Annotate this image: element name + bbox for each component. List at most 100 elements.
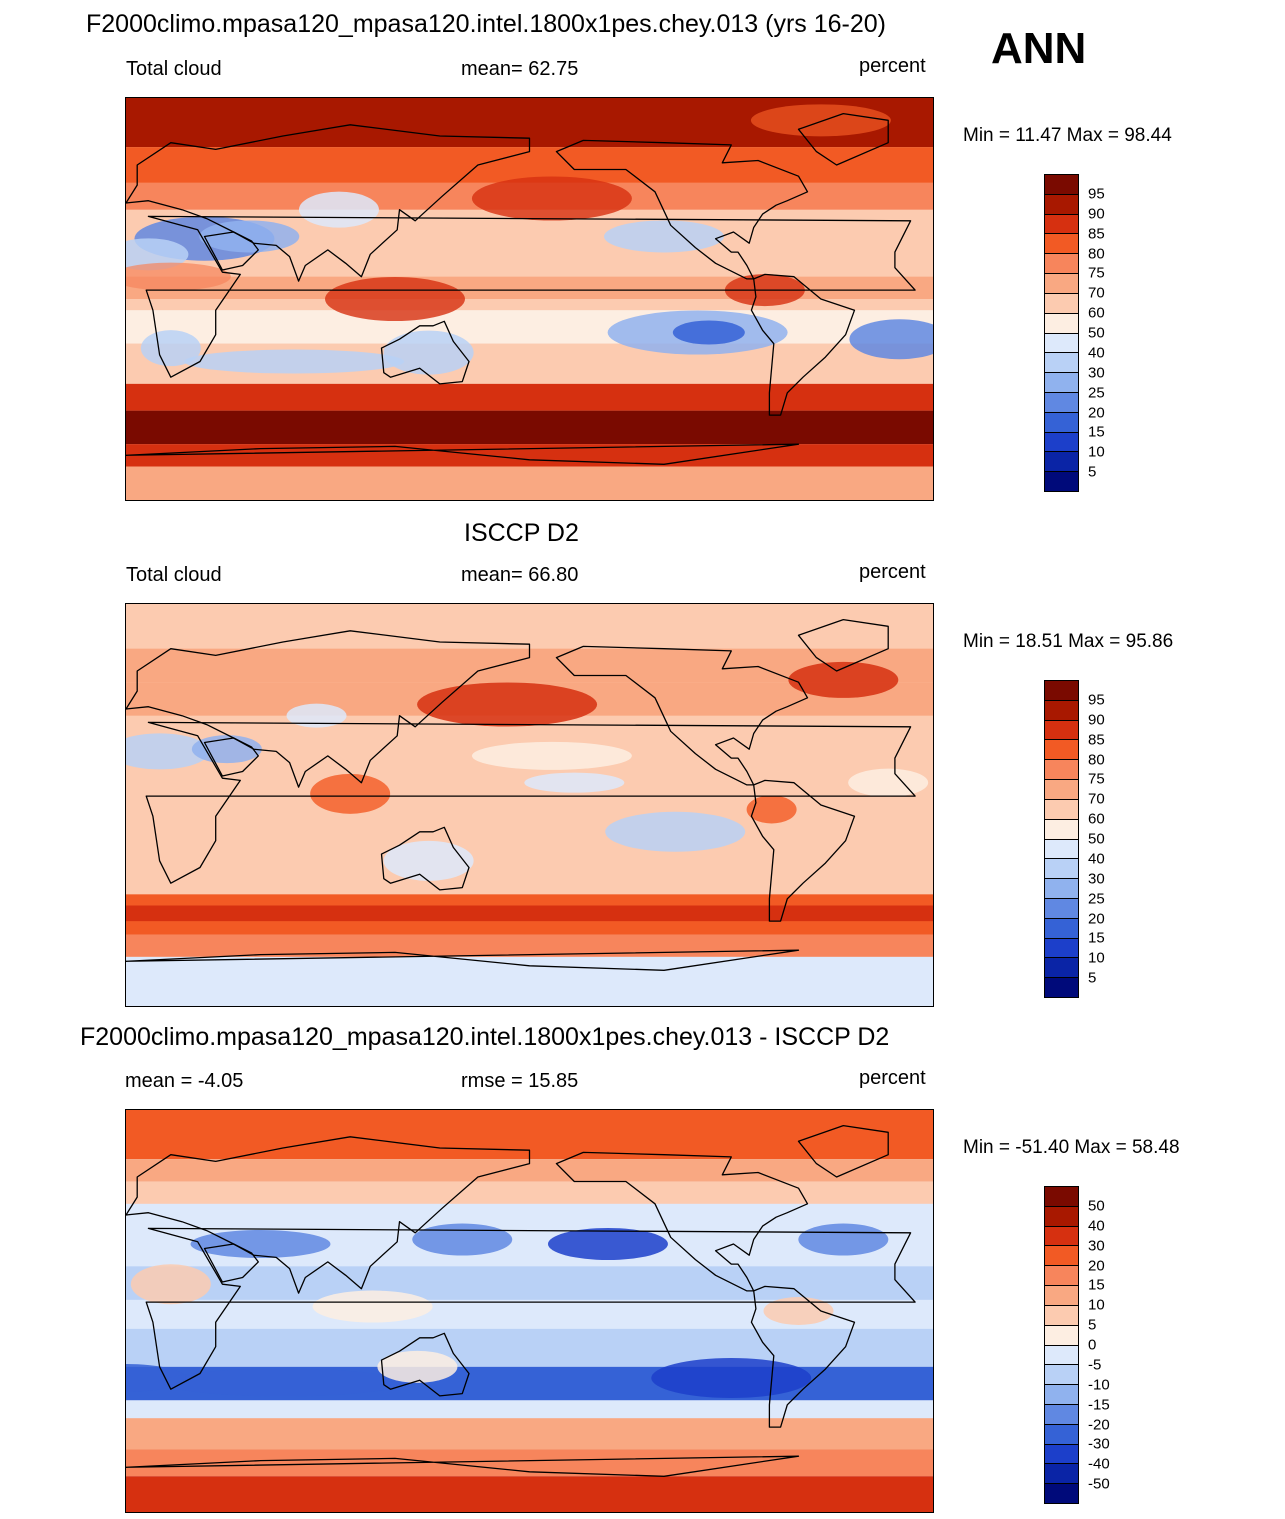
colorbar-tick-label: -50 [1088, 1475, 1110, 1493]
colorbar-swatch [1045, 1444, 1078, 1465]
field-contour [286, 703, 347, 728]
panel1-mean-label: mean= 62.75 [461, 58, 579, 80]
colorbar-swatch [1045, 472, 1078, 491]
colorbar-swatch [1045, 720, 1078, 741]
coastline [126, 443, 800, 465]
colorbar-tick-label: 80 [1088, 245, 1105, 262]
colorbar-swatch [1045, 432, 1078, 453]
colorbar-tick-label: 50 [1088, 324, 1105, 342]
colorbar-swatch [1045, 799, 1078, 820]
coastline [145, 1227, 916, 1390]
field-band [126, 1400, 933, 1419]
panel2-title: ISCCP D2 [464, 519, 579, 547]
colorbar-tick-label: 40 [1088, 1217, 1105, 1235]
colorbar-swatch [1045, 373, 1078, 393]
field-band [126, 956, 933, 1006]
colorbar-tick-label: 50 [1088, 1197, 1105, 1215]
colorbar-swatch [1045, 274, 1078, 294]
colorbar-tick-label: -40 [1088, 1455, 1110, 1473]
coastlines [126, 1124, 916, 1477]
field-contour [412, 1223, 513, 1256]
field-contour [126, 238, 189, 271]
field-band [126, 771, 933, 817]
colorbar-tick-label: 30 [1088, 364, 1105, 382]
colorbar-tick-label: 95 [1088, 185, 1105, 203]
colorbar-tick-label: 40 [1088, 850, 1105, 868]
field-contour [848, 768, 929, 797]
field-contour [140, 330, 201, 367]
field-band [126, 1159, 933, 1182]
panel2-colorbar [1044, 680, 1079, 998]
colorbar-tick-label: 75 [1088, 264, 1105, 282]
coastline [126, 1455, 800, 1477]
colorbar-swatch [1045, 1464, 1078, 1485]
colorbar-swatch [1045, 194, 1078, 215]
colorbar-tick-label: 20 [1088, 404, 1105, 421]
colorbar-tick-label: 10 [1088, 1296, 1105, 1314]
colorbar-tick-label: 10 [1088, 443, 1105, 461]
panel1-min-max: Min = 11.47 Max = 98.44 [963, 125, 1172, 146]
panel1-variable-label: Total cloud [126, 58, 222, 80]
colorbar-swatch [1045, 293, 1078, 314]
panel3-units-label: percent [859, 1067, 926, 1089]
colorbar-tick-label: 60 [1088, 810, 1105, 828]
panel2-units-label: percent [859, 561, 926, 583]
coastline [126, 1136, 531, 1294]
colorbar-swatch [1045, 254, 1078, 275]
colorbar-swatch [1045, 780, 1078, 800]
colorbar-tick-label: -15 [1088, 1396, 1110, 1414]
coastline [126, 949, 800, 971]
coastline [750, 273, 856, 416]
panel1-map [125, 97, 934, 501]
colorbar-swatch [1045, 1484, 1078, 1503]
field-contour [604, 220, 724, 253]
field-contour [199, 220, 300, 253]
colorbar-tick-label: 70 [1088, 284, 1105, 302]
field-band [126, 905, 933, 922]
colorbar-tick-label: 20 [1088, 910, 1105, 927]
colorbar-tick-label: 15 [1088, 1276, 1105, 1294]
colorbar-swatch [1045, 898, 1078, 919]
field-contour [763, 1297, 834, 1325]
field-contour [849, 319, 933, 360]
field-contour [605, 811, 746, 852]
coastline [203, 231, 259, 271]
field-contour [383, 330, 474, 375]
field-band [126, 310, 933, 344]
colorbar-swatch [1045, 353, 1078, 374]
colorbar-tick-label: -10 [1088, 1376, 1110, 1394]
colorbar-tick-label: 80 [1088, 751, 1105, 768]
coastline [797, 112, 889, 166]
field-band [126, 934, 933, 957]
field-contour [130, 1264, 211, 1305]
field-contour [798, 1223, 889, 1256]
field-contour [162, 1368, 403, 1397]
colorbar-swatch [1045, 452, 1078, 473]
coastline [203, 737, 259, 777]
field-contour [325, 277, 465, 321]
field-contour [126, 262, 231, 291]
coastlines [126, 112, 916, 465]
panel3-mean-label: mean = -4.05 [125, 1070, 244, 1092]
colorbar-swatch [1045, 313, 1078, 334]
coastlines [126, 618, 916, 971]
colorbar-tick-label: 25 [1088, 890, 1105, 908]
colorbar-swatch [1045, 760, 1078, 781]
colorbar-swatch [1045, 1325, 1078, 1346]
field-contour [471, 741, 632, 770]
colorbar-tick-label: 5 [1088, 1316, 1097, 1334]
field-contour [126, 733, 210, 770]
field-band [126, 466, 933, 500]
colorbar-tick-label: 15 [1088, 423, 1105, 441]
colorbar-swatch [1045, 412, 1078, 433]
field-band [126, 1476, 933, 1512]
colorbar-swatch [1045, 234, 1078, 255]
field-band [126, 276, 933, 299]
colorbar-swatch [1045, 859, 1078, 880]
panel1-title: F2000climo.mpasa120_mpasa120.intel.1800x… [86, 10, 887, 38]
colorbar-swatch [1045, 175, 1078, 195]
colorbar-swatch [1045, 1246, 1078, 1267]
field-contour [524, 772, 625, 793]
panel3-min-max: Min = -51.40 Max = 58.48 [963, 1137, 1180, 1158]
field-band [126, 410, 933, 445]
